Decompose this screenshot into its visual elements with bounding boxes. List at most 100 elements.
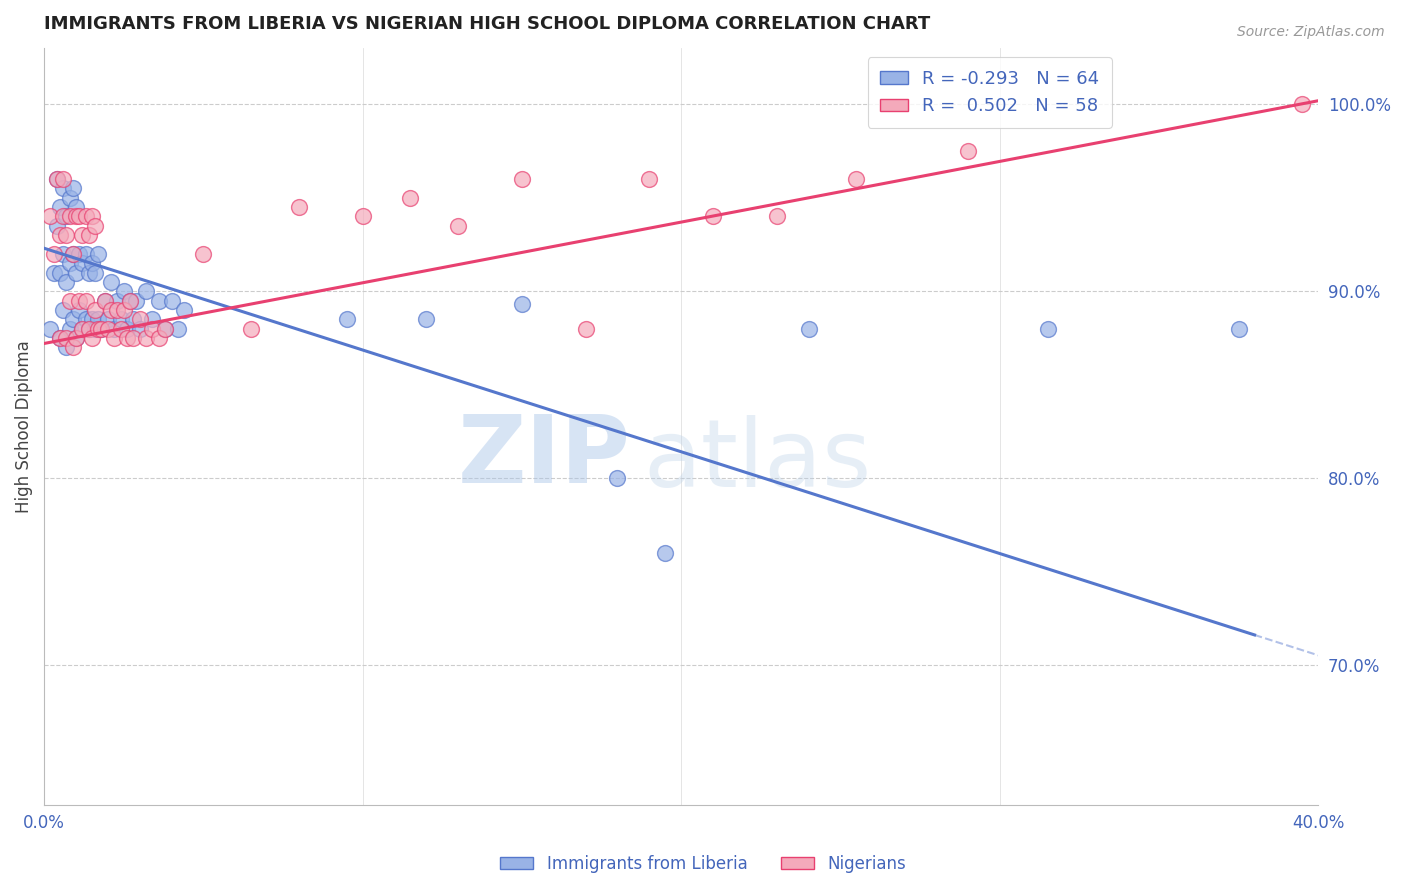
Point (112, 284, 135, 298)
Point (125, 293, 148, 308)
Point (45, 172, 67, 186)
Point (62, 247, 84, 261)
Point (52, 247, 75, 261)
Point (62, 247, 84, 261)
Point (288, 200, 311, 214)
Point (100, 275, 122, 289)
Point (65, 331, 87, 345)
Point (141, 321, 163, 335)
Point (956, 144, 979, 158)
Point (510, 172, 533, 186)
Point (115, 331, 138, 345)
Point (39, 210, 62, 224)
Point (52, 172, 75, 186)
Point (80, 331, 103, 345)
Point (84, 321, 107, 335)
Point (160, 293, 183, 308)
Point (65, 200, 87, 214)
Point (87, 247, 110, 261)
Point (75, 293, 97, 308)
Point (55, 210, 77, 224)
Point (93, 293, 115, 308)
Point (49, 200, 72, 214)
Point (45, 172, 67, 186)
Point (49, 331, 72, 345)
Point (112, 302, 135, 317)
Point (49, 228, 72, 243)
Point (62, 340, 84, 354)
Point (84, 219, 107, 233)
Point (575, 321, 598, 335)
Point (336, 312, 359, 326)
Point (49, 331, 72, 345)
Point (797, 321, 820, 335)
Point (654, 546, 676, 560)
Point (153, 321, 176, 335)
Point (77, 321, 100, 335)
Point (65, 210, 87, 224)
Point (67, 210, 90, 224)
Point (84, 302, 107, 317)
Point (399, 191, 422, 205)
Point (45, 219, 67, 233)
Point (65, 331, 87, 345)
Point (42, 247, 65, 261)
Point (58, 210, 80, 224)
Legend: R = -0.293   N = 64, R =  0.502   N = 58: R = -0.293 N = 64, R = 0.502 N = 58 (868, 57, 1112, 128)
Point (67, 302, 90, 317)
Point (87, 321, 110, 335)
Point (415, 312, 437, 326)
Point (765, 210, 787, 224)
Point (77, 321, 100, 335)
Legend: Immigrants from Liberia, Nigerians: Immigrants from Liberia, Nigerians (494, 848, 912, 880)
Point (75, 210, 97, 224)
Point (65, 266, 87, 280)
Point (67, 293, 90, 308)
Point (352, 210, 374, 224)
Point (638, 172, 661, 186)
Point (80, 312, 103, 326)
Point (80, 256, 103, 270)
Point (67, 247, 90, 261)
Point (75, 312, 97, 326)
Point (135, 331, 157, 345)
Point (55, 228, 77, 243)
Point (72, 321, 94, 335)
Point (93, 293, 115, 308)
Point (87, 312, 110, 326)
Point (103, 321, 125, 335)
Point (72, 321, 94, 335)
Point (173, 302, 195, 317)
Point (122, 312, 145, 326)
Point (55, 340, 77, 354)
Point (141, 312, 163, 326)
Point (100, 302, 122, 317)
Text: IMMIGRANTS FROM LIBERIA VS NIGERIAN HIGH SCHOOL DIPLOMA CORRELATION CHART: IMMIGRANTS FROM LIBERIA VS NIGERIAN HIGH… (44, 15, 931, 33)
Point (75, 247, 97, 261)
Point (135, 284, 157, 298)
Y-axis label: High School Diploma: High School Diploma (15, 340, 32, 513)
Point (77, 266, 100, 280)
Point (62, 181, 84, 195)
Point (90, 321, 112, 335)
Point (120, 293, 142, 308)
Point (148, 331, 170, 345)
Point (58, 293, 80, 308)
Point (240, 321, 263, 335)
Point (72, 228, 94, 243)
Text: Source: ZipAtlas.com: Source: ZipAtlas.com (1237, 25, 1385, 39)
Point (105, 293, 128, 308)
Point (90, 321, 112, 335)
Point (52, 210, 75, 224)
Point (55, 331, 77, 345)
Point (58, 256, 80, 270)
Point (1291, 97, 1313, 112)
Point (58, 191, 80, 205)
Point (105, 302, 128, 317)
Point (153, 321, 176, 335)
Point (52, 181, 75, 195)
Point (58, 321, 80, 335)
Point (128, 321, 150, 335)
Point (49, 266, 72, 280)
Point (193, 247, 215, 261)
